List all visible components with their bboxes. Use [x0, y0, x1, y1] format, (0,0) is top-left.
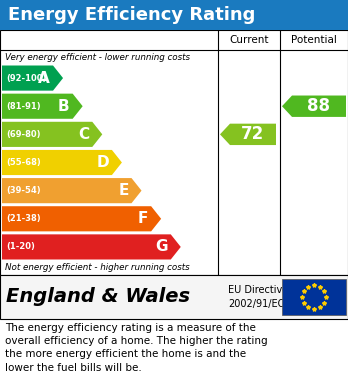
- Text: Energy Efficiency Rating: Energy Efficiency Rating: [8, 6, 255, 24]
- Text: The energy efficiency rating is a measure of the
overall efficiency of a home. T: The energy efficiency rating is a measur…: [5, 323, 268, 373]
- Bar: [0, 275, 348, 319]
- Text: EU Directive: EU Directive: [228, 285, 288, 295]
- Text: 72: 72: [242, 126, 264, 143]
- Text: (92-100): (92-100): [6, 74, 46, 83]
- Text: (55-68): (55-68): [6, 158, 41, 167]
- Polygon shape: [2, 178, 142, 203]
- Text: B: B: [58, 99, 70, 114]
- Text: Very energy efficient - lower running costs: Very energy efficient - lower running co…: [5, 52, 190, 61]
- Polygon shape: [2, 93, 83, 119]
- Polygon shape: [2, 66, 63, 91]
- Text: C: C: [78, 127, 89, 142]
- Text: (69-80): (69-80): [6, 130, 40, 139]
- Text: F: F: [138, 211, 148, 226]
- Polygon shape: [220, 124, 276, 145]
- Text: (21-38): (21-38): [6, 214, 41, 223]
- Polygon shape: [2, 122, 102, 147]
- Text: E: E: [118, 183, 128, 198]
- Text: G: G: [155, 239, 168, 255]
- Polygon shape: [2, 150, 122, 175]
- Text: 88: 88: [308, 97, 331, 115]
- Text: D: D: [96, 155, 109, 170]
- Text: England & Wales: England & Wales: [6, 287, 190, 307]
- Polygon shape: [2, 206, 161, 231]
- Text: A: A: [38, 70, 50, 86]
- Bar: [0, 0, 348, 30]
- Text: Current: Current: [229, 35, 269, 45]
- Bar: [0, 30, 348, 275]
- Text: (81-91): (81-91): [6, 102, 41, 111]
- Polygon shape: [282, 95, 346, 117]
- Text: 2002/91/EC: 2002/91/EC: [228, 299, 284, 309]
- Text: Not energy efficient - higher running costs: Not energy efficient - higher running co…: [5, 264, 190, 273]
- Text: Potential: Potential: [291, 35, 337, 45]
- Text: (1-20): (1-20): [6, 242, 35, 251]
- Polygon shape: [2, 234, 181, 260]
- Bar: [282, 279, 346, 315]
- Text: (39-54): (39-54): [6, 186, 41, 195]
